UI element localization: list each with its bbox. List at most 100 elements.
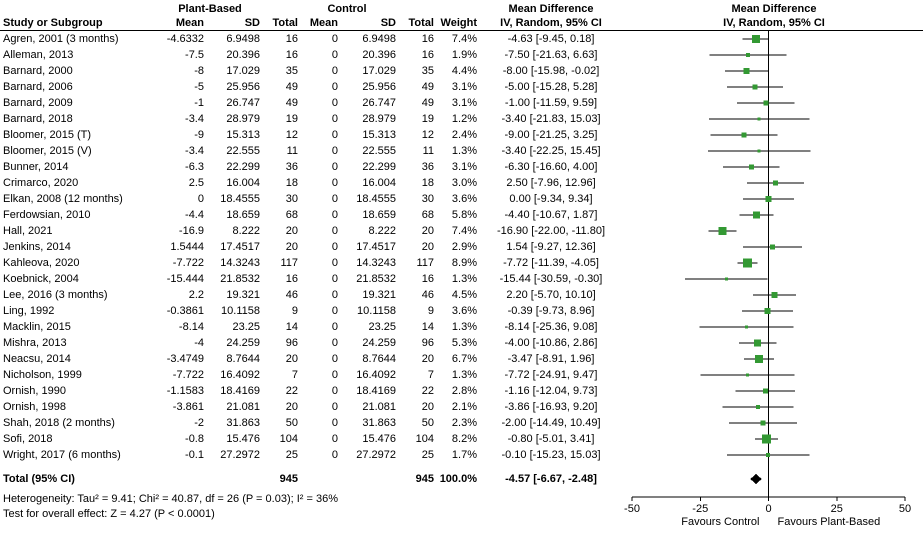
col-sd-control: SD	[380, 17, 396, 29]
sd-control-value: 16.4092	[356, 369, 396, 381]
header-columns-row: Study or Subgroup Mean SD Total Mean SD …	[0, 16, 923, 30]
total-plant-based-value: 18	[285, 177, 298, 189]
col-total-plant-based: Total	[272, 17, 298, 29]
sd-control-value: 14.3243	[356, 257, 396, 269]
ci-text: -3.40 [-22.25, 15.45]	[501, 145, 601, 157]
total-control-value: 22	[421, 385, 434, 397]
study-row: Alleman, 2013 -7.5 20.396 16 0 20.396 16 1.9% -7…	[0, 47, 923, 63]
mean-control-value: 0	[331, 225, 338, 237]
sd-control-value: 21.081	[362, 401, 396, 413]
mean-control-value: 0	[331, 369, 338, 381]
study-label: Ornish, 1990	[3, 385, 66, 397]
weight-value: 8.9%	[451, 257, 477, 269]
total-control-value: 117	[416, 257, 434, 269]
weight-value: 2.1%	[451, 401, 477, 413]
mean-plant-based-value: -3.861	[172, 401, 204, 413]
study-row: Lee, 2016 (3 months) 2.2 19.321 46 0 19.321 46…	[0, 287, 923, 303]
study-row: Ferdowsian, 2010 -4.4 18.659 68 0 18.659 68 5.8…	[0, 207, 923, 223]
sd-control-value: 10.1158	[357, 305, 396, 317]
total-control-value: 9	[427, 305, 434, 317]
study-label: Barnard, 2009	[3, 97, 73, 109]
sd-control-value: 8.7644	[362, 353, 396, 365]
ci-text: -15.44 [-30.59, -0.30]	[499, 273, 603, 285]
ci-text: -3.86 [-16.93, 9.20]	[504, 401, 598, 413]
ci-text: -9.00 [-21.25, 3.25]	[504, 129, 598, 141]
sd-plant-based-value: 20.396	[226, 49, 260, 61]
sd-plant-based-value: 31.863	[226, 417, 260, 429]
mean-control-value: 0	[331, 385, 338, 397]
mean-plant-based-value: 2.2	[188, 289, 204, 301]
mean-control-value: 0	[331, 417, 338, 429]
mean-control-value: 0	[331, 289, 338, 301]
ci-text: -1.00 [-11.59, 9.59]	[504, 97, 598, 109]
study-label: Kahleova, 2020	[3, 257, 80, 269]
ci-text: -4.63 [-9.45, 0.18]	[507, 33, 595, 45]
col-mean-plant-based: Mean	[175, 17, 204, 29]
spacer	[0, 463, 923, 471]
weight-value: 1.9%	[451, 49, 477, 61]
sd-plant-based-value: 16.004	[226, 177, 260, 189]
ci-text: 2.20 [-5.70, 10.10]	[506, 289, 596, 301]
study-row: Agren, 2001 (3 months) -4.6332 6.9498 16 0 6.…	[0, 31, 923, 47]
weight-value: 1.2%	[451, 113, 477, 125]
study-row: Barnard, 2000 -8 17.029 35 0 17.029 35 4.4% -8.0…	[0, 63, 923, 79]
weight-value: 3.0%	[451, 177, 477, 189]
sd-plant-based-value: 8.222	[232, 225, 260, 237]
sd-plant-based-value: 17.4517	[220, 241, 260, 253]
sd-control-value: 17.029	[362, 65, 396, 77]
weight-value: 3.1%	[451, 81, 477, 93]
total-plant-based-value: 16	[285, 49, 298, 61]
sd-plant-based-value: 22.299	[226, 161, 260, 173]
study-row: Bloomer, 2015 (V) -3.4 22.555 11 0 22.555 11 1.…	[0, 143, 923, 159]
mean-control-value: 0	[331, 257, 338, 269]
total-plant-based-value: 104	[279, 433, 298, 445]
mean-plant-based-value: -3.4	[185, 113, 204, 125]
total-control-value: 50	[421, 417, 434, 429]
study-label: Mishra, 2013	[3, 337, 67, 349]
weight-value: 3.6%	[451, 193, 477, 205]
study-label: Sofi, 2018	[3, 433, 53, 445]
mean-plant-based-value: -16.9	[178, 225, 204, 237]
sd-control-value: 20.396	[362, 49, 396, 61]
total-plant-based-value: 19	[285, 113, 298, 125]
weight-value: 5.8%	[451, 209, 477, 221]
study-row: Wright, 2017 (6 months) -0.1 27.2972 25 0 27.…	[0, 447, 923, 463]
total-plant-based-value: 96	[285, 337, 298, 349]
mean-control-value: 0	[331, 129, 338, 141]
weight-value: 1.3%	[451, 145, 477, 157]
mean-difference-header: Mean Difference	[508, 3, 594, 15]
sd-plant-based-value: 16.4092	[220, 369, 260, 381]
total-label: Total (95% CI)	[3, 473, 75, 485]
ci-text: -2.00 [-14.49, 10.49]	[501, 417, 601, 429]
weight-value: 2.8%	[451, 385, 477, 397]
sd-plant-based-value: 23.25	[232, 321, 260, 333]
total-control-value: 20	[421, 401, 434, 413]
mean-control-value: 0	[331, 65, 338, 77]
weight-value: 1.3%	[451, 321, 477, 333]
mean-control-value: 0	[331, 49, 338, 61]
mean-plant-based-value: -6.3	[185, 161, 204, 173]
mean-plant-based-value: -1	[194, 97, 204, 109]
mean-control-value: 0	[331, 449, 338, 461]
total-control-value: 12	[421, 129, 434, 141]
col-total-control: Total	[408, 17, 434, 29]
sd-control-value: 22.555	[362, 145, 396, 157]
total-control-value: 25	[421, 449, 434, 461]
study-label: Ferdowsian, 2010	[3, 209, 91, 221]
total-plant-based-value: 117	[280, 257, 298, 269]
total-control-value: 16	[421, 273, 434, 285]
total-n-control: 945	[415, 473, 434, 485]
study-label: Neacsu, 2014	[3, 353, 71, 365]
col-iv-random-ci-plot: IV, Random, 95% CI	[723, 17, 825, 29]
ci-text: -7.72 [-24.91, 9.47]	[504, 369, 598, 381]
mean-control-value: 0	[331, 433, 338, 445]
study-row: Kahleova, 2020 -7.722 14.3243 117 0 14.3243 11…	[0, 255, 923, 271]
mean-control-value: 0	[331, 81, 338, 93]
weight-value: 7.4%	[451, 33, 477, 45]
ci-text: -6.30 [-16.60, 4.00]	[504, 161, 598, 173]
sd-control-value: 18.4555	[356, 193, 396, 205]
sd-plant-based-value: 15.476	[226, 433, 260, 445]
mean-difference-plot-header: Mean Difference	[731, 3, 817, 15]
ci-text: -0.80 [-5.01, 3.41]	[507, 433, 595, 445]
ci-text: -7.72 [-11.39, -4.05]	[503, 257, 599, 269]
